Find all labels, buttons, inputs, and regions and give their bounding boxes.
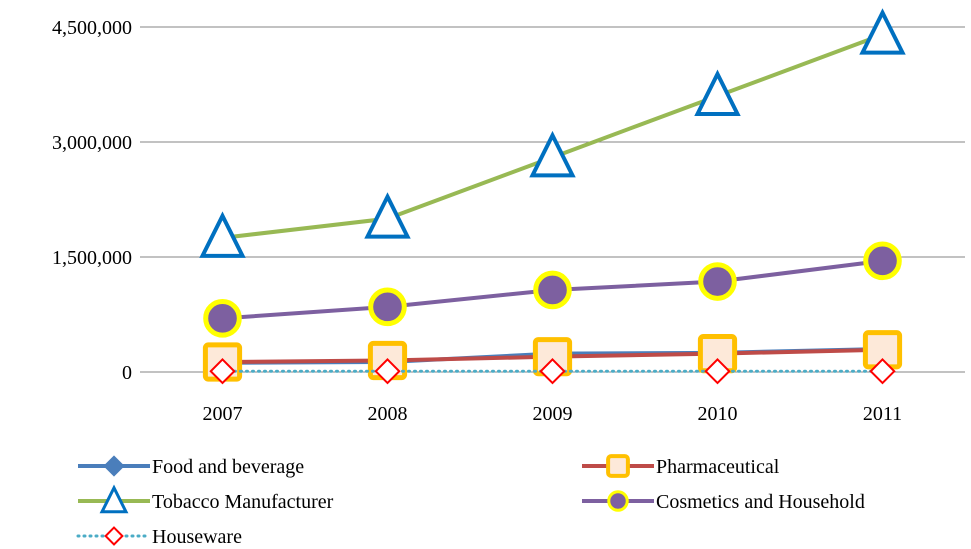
legend-entry-pharmaceutical: Pharmaceutical [582, 454, 780, 478]
legend-label: Cosmetics and Household [656, 491, 865, 513]
data-point-cosmetics-and-household [368, 287, 407, 327]
series-pharmaceutical [202, 330, 903, 382]
legend-marker [104, 526, 124, 546]
series-tobacco-manufacturer [199, 8, 906, 258]
data-point-houseware [869, 358, 896, 385]
legend-label: Pharmaceutical [656, 456, 780, 478]
data-point-houseware [539, 358, 566, 385]
data-point-cosmetics-and-household [863, 241, 902, 281]
y-tick-label: 1,500,000 [52, 247, 132, 269]
data-point-cosmetics-and-household [698, 262, 737, 301]
legend-marker [607, 490, 629, 512]
legend-entry-tobacco-manufacturer: Tobacco Manufacturer [78, 484, 334, 514]
y-axis-tick-labels: 0 1,500,000 3,000,000 4,500,000 [52, 17, 132, 384]
series-cosmetics-and-household [203, 241, 902, 338]
x-tick-label: 2009 [533, 403, 573, 425]
data-point-cosmetics-and-household [533, 270, 572, 310]
data-point-cosmetics-and-household [203, 299, 242, 338]
gridlines [140, 26, 965, 373]
y-tick-label: 0 [122, 362, 132, 384]
data-point-tobacco-manufacturer [199, 211, 246, 258]
x-axis-tick-labels: 2007 2008 2009 2010 2011 [203, 403, 903, 425]
legend-entry-cosmetics-and-household: Cosmetics and Household [582, 490, 865, 513]
legend: Food and beverage Pharmaceutical Tobacco M… [76, 454, 865, 548]
legend-entry-food-and-beverage: Food and beverage [78, 455, 304, 478]
legend-label: Tobacco Manufacturer [152, 491, 334, 513]
y-tick-label: 4,500,000 [52, 17, 132, 39]
data-point-houseware [209, 358, 236, 385]
data-point-houseware [374, 358, 401, 385]
data-point-houseware [704, 358, 731, 385]
legend-marker [606, 454, 630, 478]
data-point-tobacco-manufacturer [529, 130, 576, 178]
x-tick-label: 2010 [698, 403, 738, 425]
legend-marker [99, 484, 129, 514]
legend-label: Houseware [152, 526, 242, 548]
x-tick-label: 2007 [203, 403, 243, 425]
x-tick-label: 2008 [368, 403, 408, 425]
series-layer [199, 8, 906, 385]
legend-entry-houseware: Houseware [76, 526, 242, 548]
x-tick-label: 2011 [863, 403, 902, 425]
legend-marker [103, 455, 125, 477]
data-point-tobacco-manufacturer [694, 69, 741, 116]
y-tick-label: 3,000,000 [52, 132, 132, 154]
data-point-tobacco-manufacturer [364, 192, 411, 239]
series-houseware [209, 358, 896, 385]
legend-label: Food and beverage [152, 456, 304, 478]
data-point-tobacco-manufacturer [859, 8, 906, 55]
